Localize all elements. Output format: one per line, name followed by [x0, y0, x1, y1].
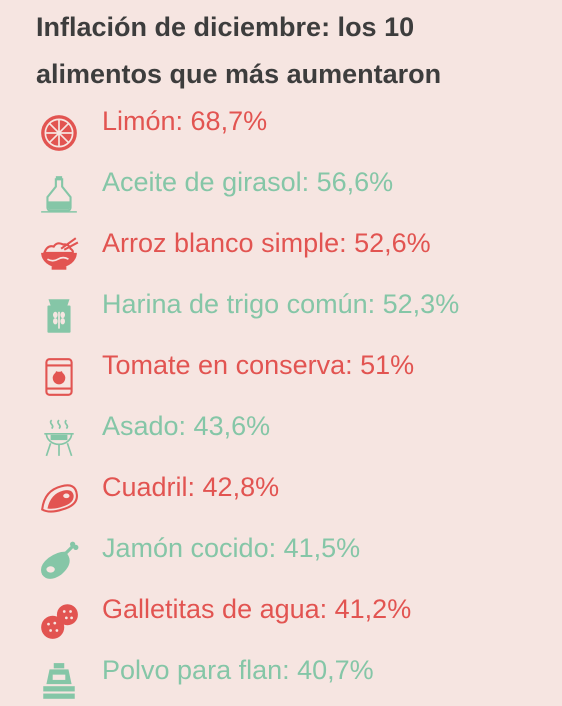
- flan-icon: [38, 661, 80, 703]
- canned-tomato-icon: [38, 356, 80, 398]
- flour-bag-icon: [38, 295, 80, 337]
- oil-bottle-icon: [38, 173, 80, 215]
- ham-icon: [38, 539, 80, 581]
- item-label: Jamón cocido: 41,5%: [102, 533, 361, 563]
- item-label: Limón: 68,7%: [102, 106, 268, 136]
- page-title: Inflación de diciembre: los 10 alimentos…: [36, 12, 442, 89]
- list-item: Tomate en conserva: 51%: [0, 340, 562, 401]
- list-item: Arroz blanco simple: 52,6%: [0, 218, 562, 279]
- list-item: Cuadril: 42,8%: [0, 462, 562, 523]
- steak-icon: [38, 478, 80, 520]
- grill-icon: [38, 417, 80, 459]
- food-list: Limón: 68,7% Aceite de girasol: 56,6%: [0, 96, 562, 706]
- item-label: Harina de trigo común: 52,3%: [102, 289, 460, 319]
- lemon-slice-icon: [38, 112, 80, 154]
- item-label: Asado: 43,6%: [102, 411, 271, 441]
- item-label: Tomate en conserva: 51%: [102, 350, 415, 380]
- list-item: Aceite de girasol: 56,6%: [0, 157, 562, 218]
- item-label: Arroz blanco simple: 52,6%: [102, 228, 431, 258]
- list-item: Asado: 43,6%: [0, 401, 562, 462]
- item-label: Polvo para flan: 40,7%: [102, 655, 374, 685]
- list-item: Limón: 68,7%: [0, 96, 562, 157]
- list-item: Galletitas de agua: 41,2%: [0, 584, 562, 645]
- list-item: Jamón cocido: 41,5%: [0, 523, 562, 584]
- item-label: Aceite de girasol: 56,6%: [102, 167, 394, 197]
- rice-bowl-icon: [38, 234, 80, 276]
- item-label: Cuadril: 42,8%: [102, 472, 280, 502]
- list-item: Polvo para flan: 40,7%: [0, 645, 562, 706]
- item-label: Galletitas de agua: 41,2%: [102, 594, 412, 624]
- crackers-icon: [38, 600, 80, 642]
- list-item: Harina de trigo común: 52,3%: [0, 279, 562, 340]
